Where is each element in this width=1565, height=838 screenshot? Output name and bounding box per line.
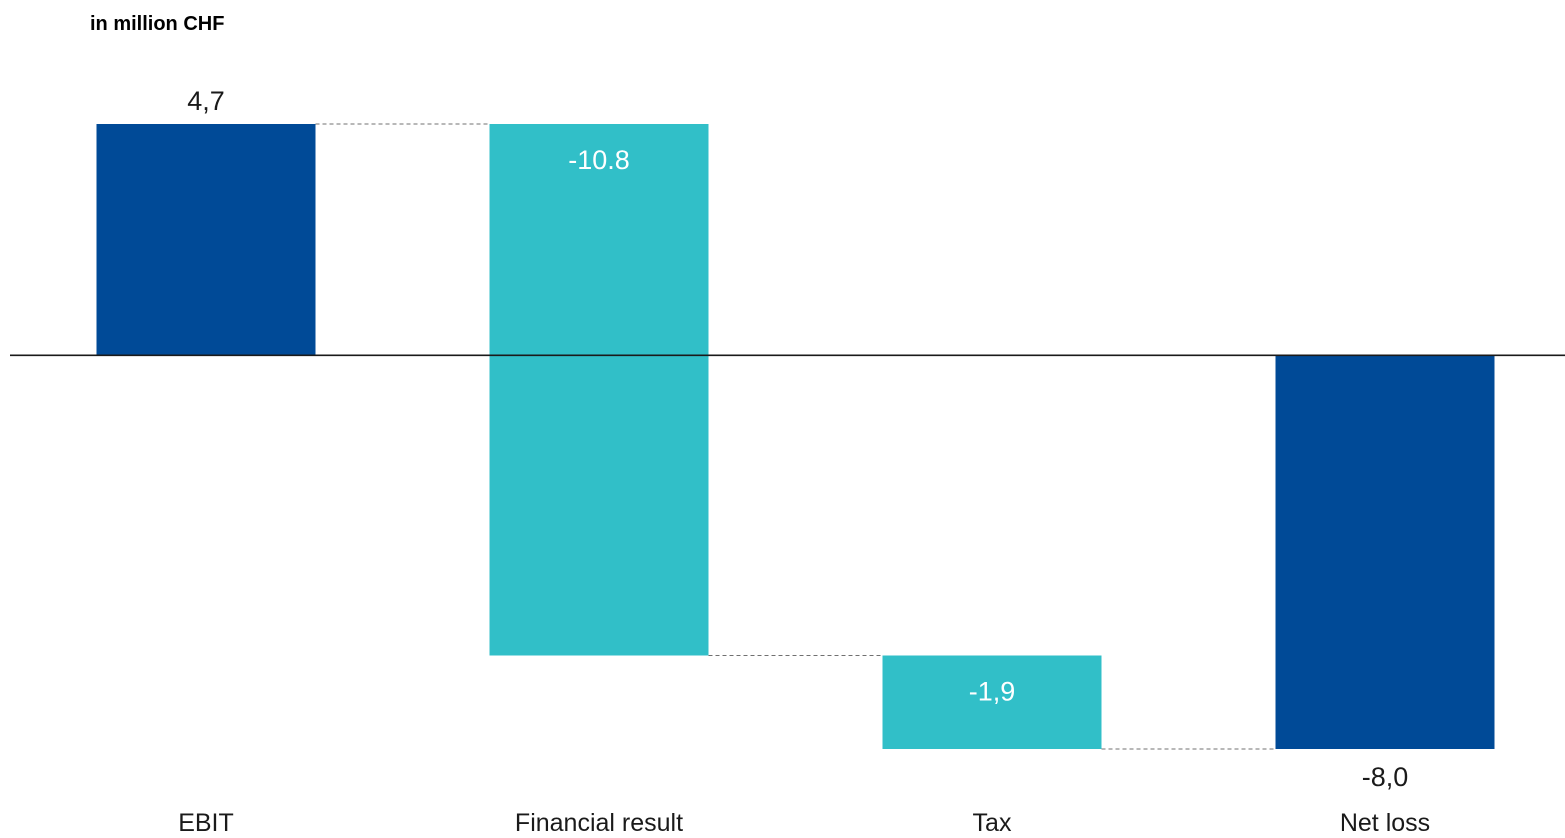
bar-net-loss: [1275, 355, 1495, 749]
bar-tax: [882, 655, 1102, 749]
unit-label: in million CHF: [90, 13, 224, 35]
data-labels: 4,7 -10.8 -1,9 -8,0: [187, 86, 1408, 792]
category-label-financial-result: Financial result: [515, 809, 683, 837]
category-label-ebit: EBIT: [178, 809, 234, 837]
data-label-tax: -1,9: [969, 676, 1016, 706]
category-label-tax: Tax: [973, 809, 1012, 837]
data-label-financial-result: -10.8: [568, 145, 630, 175]
bar-financial-result: [489, 124, 709, 656]
data-label-net-loss: -8,0: [1362, 762, 1409, 792]
data-label-ebit: 4,7: [187, 86, 225, 116]
category-label-net-loss: Net loss: [1340, 809, 1430, 837]
category-labels: EBIT Financial result Tax Net loss: [178, 809, 1430, 837]
bars: [96, 124, 1495, 749]
connector-lines: [315, 123, 1276, 750]
bar-ebit: [96, 124, 316, 356]
